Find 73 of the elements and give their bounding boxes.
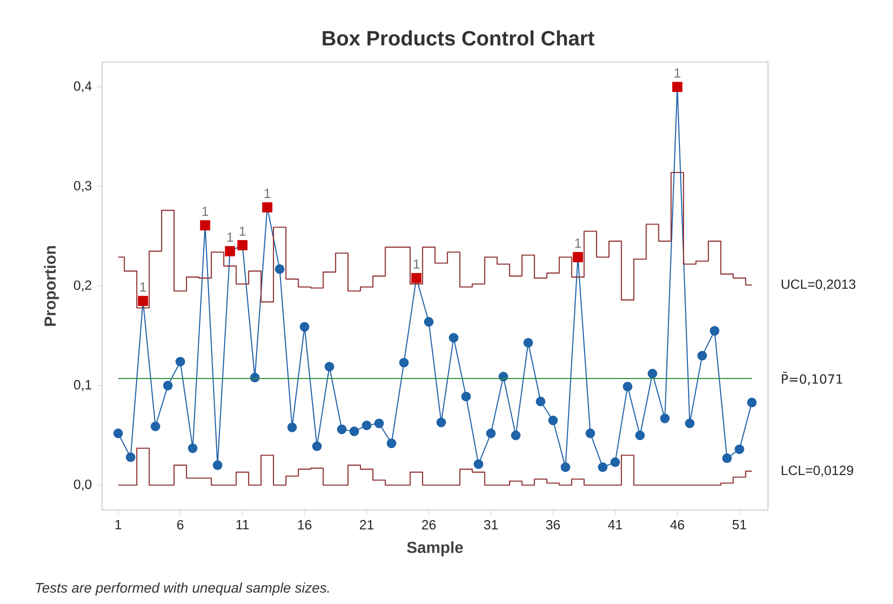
point	[163, 380, 173, 390]
x-tick-label: 41	[608, 520, 622, 530]
x-tick-label: 1	[115, 520, 122, 530]
point	[660, 414, 670, 424]
point	[722, 453, 732, 464]
x-tick-label: 26	[422, 520, 436, 530]
point	[548, 416, 558, 426]
y-tick-label: 0,2	[74, 280, 92, 292]
point	[126, 452, 136, 462]
x-tick-label: 51	[732, 520, 746, 530]
point	[635, 430, 645, 440]
x-tick-label: 31	[484, 520, 498, 530]
annotation: 1	[240, 226, 246, 236]
point	[523, 338, 533, 348]
annotation: 1	[140, 282, 146, 292]
x-tick-label: 36	[546, 520, 560, 530]
point	[274, 264, 284, 274]
point	[598, 462, 608, 472]
point	[324, 362, 334, 372]
point	[212, 460, 222, 470]
point	[474, 459, 484, 470]
point	[312, 441, 322, 452]
point	[648, 368, 658, 378]
annotation: 1	[414, 259, 420, 269]
annotation: 1	[264, 188, 270, 198]
point	[610, 457, 620, 468]
point	[684, 418, 695, 428]
point	[536, 396, 546, 406]
x-tick-label: 16	[298, 520, 312, 530]
annotation: 1	[202, 206, 208, 216]
text: UCL=0,2013	[782, 280, 856, 291]
x-tick-label: 11	[236, 520, 249, 530]
point	[747, 398, 757, 408]
point	[300, 322, 310, 332]
point	[188, 443, 198, 454]
y-tick-label: 0,0	[74, 480, 92, 491]
point	[337, 424, 347, 434]
point	[461, 392, 471, 402]
x-tick-label: 46	[670, 520, 684, 530]
y-axis-title: Proportion	[44, 246, 59, 326]
point	[362, 420, 372, 430]
point	[710, 326, 720, 336]
point	[386, 438, 396, 448]
ref-line-label: P̄=0,1071	[782, 372, 842, 386]
point	[486, 428, 496, 438]
point	[349, 426, 360, 436]
point	[510, 430, 521, 440]
x-tick-label: 21	[360, 520, 374, 530]
x-tick-label: 6	[177, 520, 184, 530]
point	[448, 332, 458, 343]
point	[113, 428, 123, 438]
y-tick-label: 0,1	[74, 380, 92, 392]
point	[374, 418, 384, 428]
point	[436, 418, 446, 428]
annotation: 1	[227, 232, 234, 242]
annotation: 1	[674, 68, 680, 78]
annotation: 1	[575, 238, 581, 248]
point	[697, 350, 707, 360]
chart-title: Box Products Control Chart	[322, 30, 594, 46]
text: LCL=0,0129	[782, 466, 854, 477]
point	[622, 382, 632, 392]
point	[399, 358, 409, 368]
point	[150, 422, 160, 432]
point	[734, 444, 744, 454]
point	[175, 356, 186, 366]
point	[586, 428, 596, 438]
point	[424, 317, 434, 327]
y-tick-label: 0,3	[74, 180, 92, 192]
y-tick-label: 0,4	[74, 81, 92, 92]
x-axis-title: Sample	[407, 541, 463, 556]
point	[287, 422, 297, 432]
text: Tests are performed with unequal sample sizes.	[36, 582, 329, 596]
point	[560, 462, 570, 472]
